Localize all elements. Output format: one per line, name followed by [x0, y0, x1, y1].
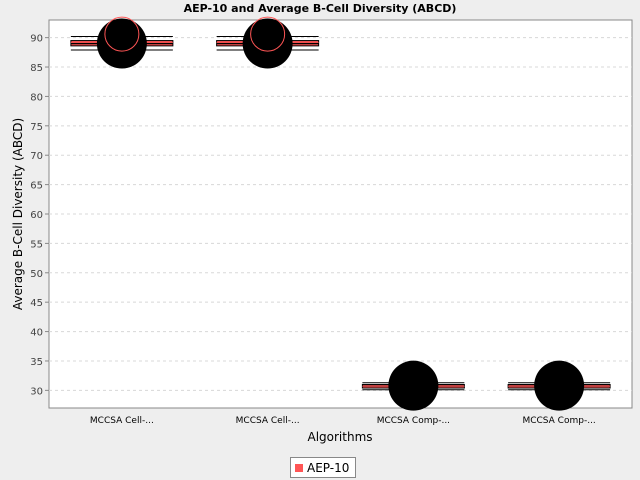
x-category-label: MCCSA Cell-... — [90, 416, 154, 426]
y-tick-label: 65 — [30, 181, 43, 192]
y-tick-label: 40 — [30, 328, 43, 339]
y-tick-label: 50 — [30, 269, 43, 280]
box — [216, 16, 320, 69]
box — [507, 360, 611, 411]
x-axis-label: Algorithms — [307, 430, 372, 444]
y-tick-label: 30 — [30, 386, 43, 397]
outlier-marker — [96, 18, 147, 69]
box — [70, 16, 174, 69]
outlier-marker — [388, 360, 439, 411]
box-series — [70, 16, 611, 411]
x-category-label: MCCSA Comp-... — [377, 416, 450, 426]
chart-title: AEP-10 and Average B-Cell Diversity (ABC… — [184, 2, 457, 15]
y-tick-label: 45 — [30, 298, 43, 309]
y-tick-label: 35 — [30, 357, 43, 368]
y-tick-label: 85 — [30, 63, 43, 74]
x-category-label: MCCSA Cell-... — [236, 416, 300, 426]
plot-area — [48, 19, 633, 409]
y-tick-label: 75 — [30, 122, 43, 133]
y-tick-label: 70 — [30, 151, 43, 162]
x-category-label: MCCSA Comp-... — [522, 416, 595, 426]
mean-marker — [104, 16, 140, 52]
legend-label: AEP-10 — [307, 460, 350, 475]
y-axis-ticks: 30 35 40 45 50 55 60 65 70 75 80 85 90 — [30, 34, 49, 397]
x-axis-categories: MCCSA Cell-... MCCSA Cell-... MCCSA Comp-.… — [90, 416, 596, 426]
y-tick-label: 80 — [30, 92, 43, 103]
y-axis-label: Average B-Cell Diversity (ABCD) — [11, 118, 25, 310]
legend: AEP-10 — [290, 457, 357, 478]
legend-swatch — [295, 463, 303, 472]
outlier-marker — [242, 18, 293, 69]
mean-marker — [250, 16, 286, 52]
y-tick-label: 90 — [30, 34, 43, 45]
y-tick-label: 55 — [30, 239, 43, 250]
box — [361, 360, 465, 411]
y-tick-label: 60 — [30, 210, 43, 221]
outlier-marker — [534, 360, 585, 411]
